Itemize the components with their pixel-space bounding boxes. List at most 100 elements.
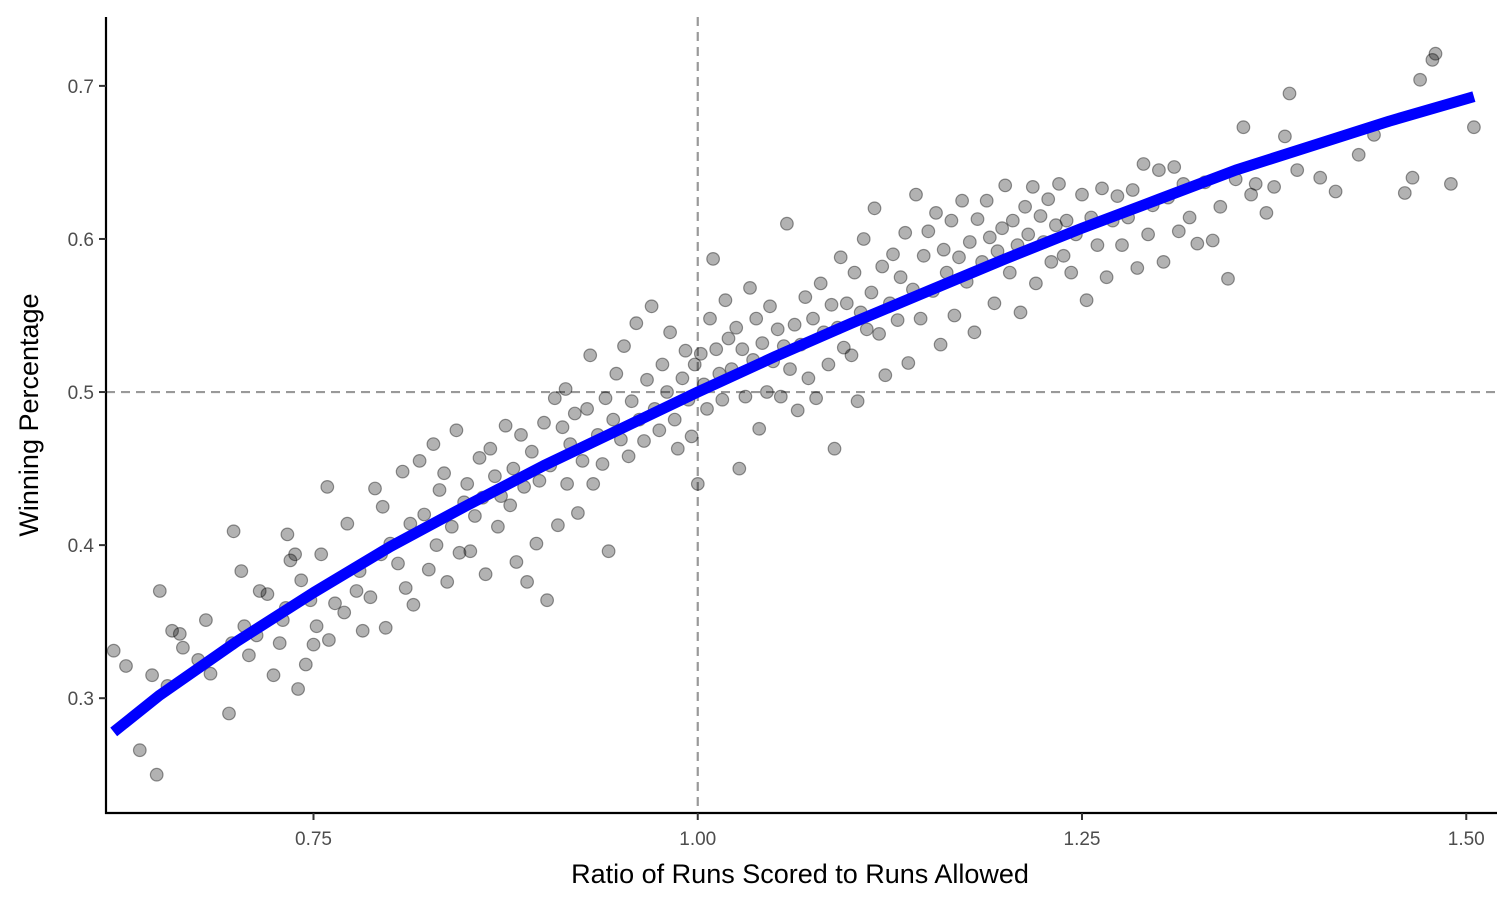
data-point — [790, 403, 805, 418]
data-point — [1351, 147, 1366, 162]
data-point — [850, 394, 865, 409]
data-point — [867, 201, 882, 216]
data-point — [609, 366, 624, 381]
data-point — [463, 544, 478, 559]
data-point — [967, 325, 982, 340]
data-point — [298, 657, 313, 672]
reference-lines — [106, 17, 1497, 813]
data-point — [378, 620, 393, 635]
data-point — [839, 296, 854, 311]
data-point — [395, 464, 410, 479]
data-point — [598, 391, 613, 406]
data-point — [571, 506, 585, 520]
fit-line — [110, 91, 1476, 737]
data-point — [640, 372, 654, 387]
data-point — [1221, 271, 1235, 286]
data-point — [995, 221, 1009, 236]
data-point — [735, 342, 750, 357]
data-point — [309, 619, 324, 634]
data-point — [827, 441, 842, 456]
data-point — [721, 331, 736, 346]
data-point — [198, 613, 213, 627]
fit-line-group — [110, 91, 1476, 737]
data-point — [532, 473, 547, 488]
data-point — [1079, 293, 1094, 308]
data-point — [595, 457, 610, 471]
data-point — [878, 368, 893, 383]
data-point — [770, 322, 785, 337]
data-point — [1290, 163, 1305, 178]
data-point — [806, 311, 820, 326]
data-point — [1013, 305, 1028, 320]
data-point — [1033, 209, 1048, 223]
data-point — [998, 178, 1013, 193]
data-point — [503, 498, 518, 513]
data-point — [1099, 270, 1114, 285]
data-point — [729, 320, 744, 335]
data-point — [624, 394, 639, 409]
data-point — [406, 597, 421, 612]
data-point — [421, 562, 436, 577]
data-point — [987, 296, 1002, 311]
x-tick-label: 1.00 — [679, 829, 716, 850]
data-point — [872, 327, 886, 341]
data-point — [809, 391, 823, 406]
data-point — [749, 311, 764, 326]
data-point — [119, 659, 133, 673]
data-point — [687, 357, 702, 372]
y-tick-label: 0.5 — [68, 383, 94, 404]
data-point — [1115, 238, 1129, 253]
data-point — [152, 584, 167, 598]
data-point — [652, 423, 667, 438]
data-point — [412, 454, 427, 468]
data-point — [1425, 53, 1440, 67]
data-point — [291, 682, 306, 696]
data-point — [955, 193, 969, 208]
data-point — [1028, 276, 1043, 291]
data-point — [637, 434, 651, 448]
y-tick-label: 0.4 — [68, 536, 95, 557]
data-point — [440, 575, 455, 589]
data-point — [432, 483, 447, 497]
data-point — [165, 623, 180, 638]
y-tick-label: 0.6 — [68, 230, 94, 251]
data-point — [560, 477, 574, 491]
data-point — [1044, 254, 1059, 269]
data-point — [1041, 192, 1056, 207]
data-point — [787, 317, 802, 332]
data-point — [684, 429, 699, 444]
data-point — [1328, 184, 1343, 199]
axes — [104, 17, 1497, 815]
data-point — [1466, 120, 1481, 135]
data-point — [241, 648, 256, 663]
data-point — [738, 389, 753, 404]
data-point — [509, 555, 524, 569]
data-point — [1095, 181, 1109, 196]
data-point — [752, 421, 767, 436]
data-point — [732, 461, 747, 476]
data-point — [368, 481, 382, 496]
data-point — [1190, 236, 1205, 251]
data-point — [452, 545, 467, 560]
data-point — [145, 668, 160, 683]
data-point — [314, 547, 329, 562]
data-point — [1141, 227, 1155, 242]
data-point — [783, 362, 797, 377]
data-point — [540, 593, 554, 608]
data-point — [678, 343, 693, 358]
data-point — [690, 477, 705, 491]
data-point — [709, 342, 724, 357]
data-point — [1248, 176, 1263, 191]
data-point — [801, 371, 816, 386]
data-point — [1213, 199, 1228, 214]
data-point — [715, 392, 730, 407]
data-point — [970, 212, 985, 227]
data-point — [1244, 187, 1258, 202]
data-point — [1205, 233, 1220, 248]
data-point — [893, 270, 908, 285]
data-point — [670, 441, 685, 456]
data-point — [847, 265, 862, 280]
data-point — [391, 556, 405, 571]
data-point — [982, 230, 997, 245]
data-point — [921, 224, 936, 239]
